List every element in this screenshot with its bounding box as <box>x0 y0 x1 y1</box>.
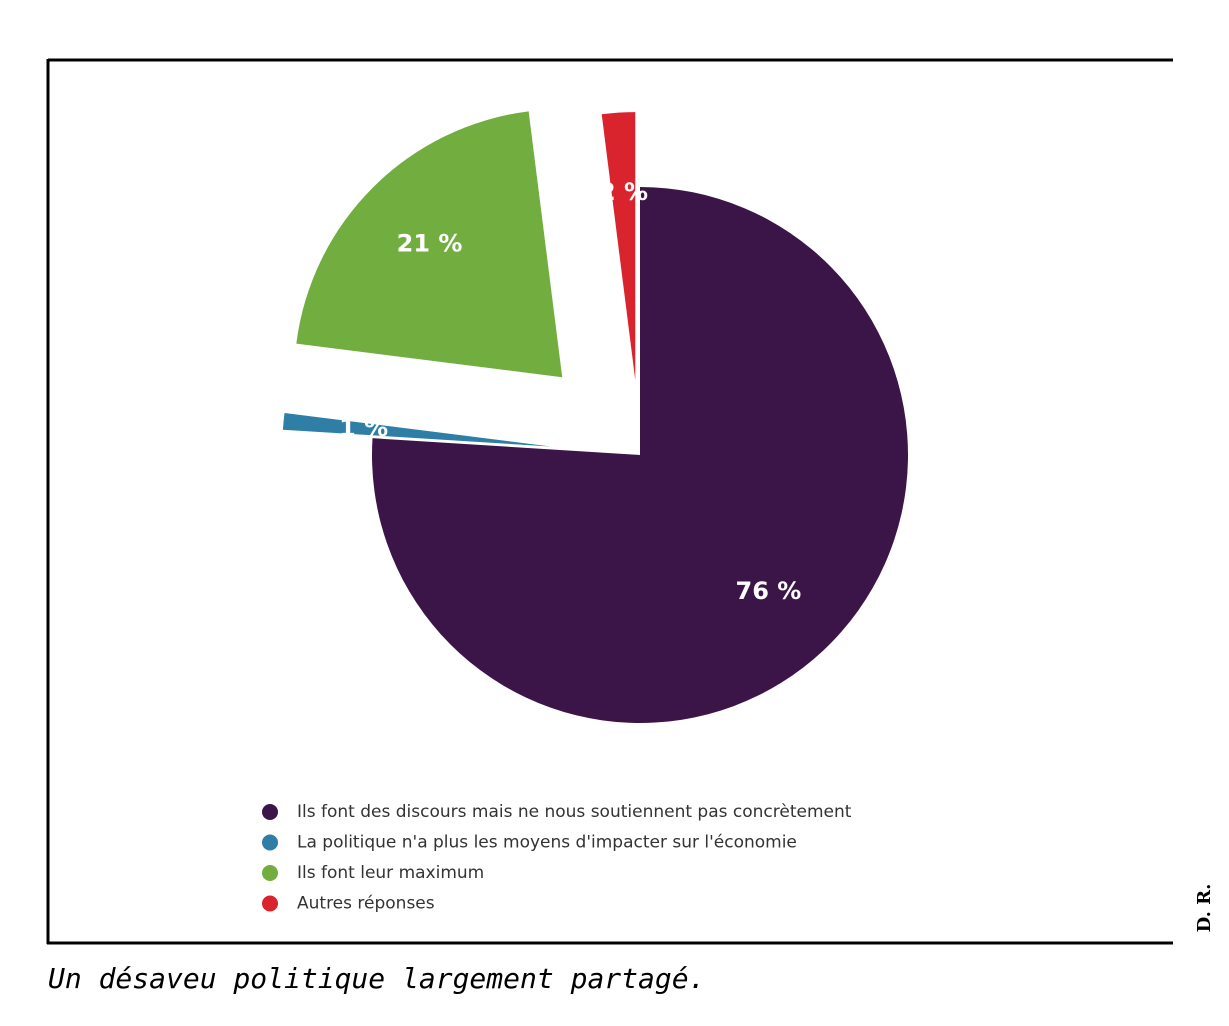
caption: Un désaveu politique largement partagé. <box>48 962 705 995</box>
pie-slice <box>601 112 636 381</box>
legend-marker <box>262 865 278 881</box>
legend-label: Ils font leur maximum <box>297 863 484 883</box>
pie-slice <box>296 111 563 378</box>
pie-slice <box>282 412 551 447</box>
legend-marker <box>262 804 278 820</box>
slice-label: 21 % <box>397 230 463 258</box>
legend-marker <box>262 895 278 912</box>
slice-label: 2 % <box>599 178 648 206</box>
legend-label: La politique n'a plus les moyens d'impac… <box>297 833 797 853</box>
slice-label: 1 % <box>339 414 388 442</box>
pie-slice <box>371 187 908 723</box>
legend-label: Ils font des discours mais ne nous souti… <box>297 802 852 822</box>
credit: D. R. <box>1194 884 1215 933</box>
slice-label: 76 % <box>736 577 802 605</box>
legend-label: Autres réponses <box>297 894 435 914</box>
legend-marker <box>262 834 278 851</box>
